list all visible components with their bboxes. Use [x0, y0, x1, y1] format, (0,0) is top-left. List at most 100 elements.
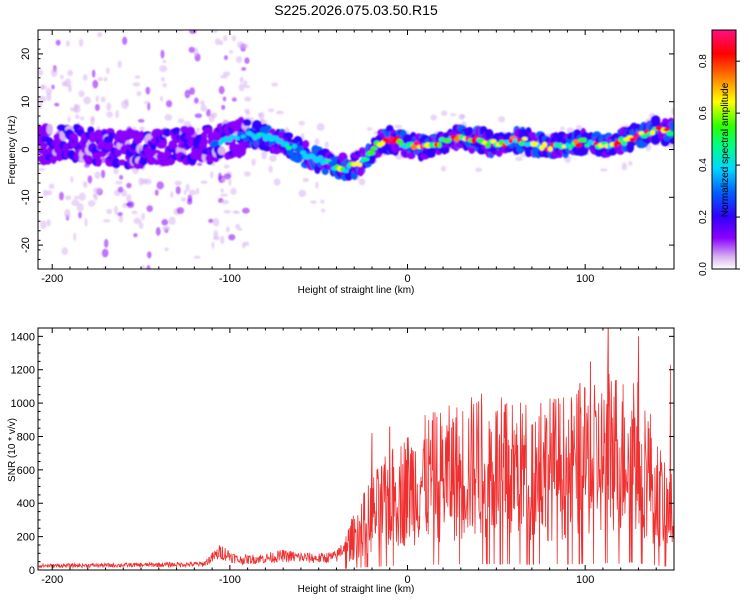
spectrogram-ridge-blob [255, 120, 263, 132]
spectrogram-noise-blob [41, 24, 45, 29]
spectrogram-ridge-blob [217, 146, 226, 156]
spectrogram-noise-blob [97, 77, 104, 81]
spectrogram-ridge-blob [71, 134, 79, 142]
spectrogram-noise-blob [170, 191, 174, 198]
spectrogram-ridge-blob [163, 128, 171, 137]
spectrogram-noise-blob [91, 69, 96, 78]
spectrogram-noise-blob [244, 57, 250, 64]
spectrogram-noise-blob [132, 82, 141, 87]
spectrogram-noise-blob [155, 227, 161, 236]
spectrogram-noise-blob [175, 186, 181, 195]
spectrogram-noise-blob [228, 178, 232, 186]
spectrogram-noise-blob [228, 234, 236, 241]
spectrogram-noise-blob [240, 283, 248, 291]
snr-y-tick-label: 1200 [11, 365, 35, 377]
spectrogram-ridge-blob [205, 153, 215, 164]
spectrogram-noise-blob [55, 39, 61, 46]
spectrogram-noise-blob [117, 60, 122, 69]
spectrogram-noise-blob [269, 154, 277, 162]
spectrogram-ridge-core [573, 139, 579, 145]
spectrogram-noise-blob [126, 182, 132, 189]
spectrogram-noise-blob [187, 198, 193, 205]
spectrogram-noise-blob [101, 286, 105, 289]
spectrogram-noise-blob [498, 116, 506, 123]
spectrogram-noise-blob [373, 130, 379, 135]
spectrogram-noise-blob [160, 49, 165, 59]
spectrogram-noise-blob [92, 193, 97, 198]
spectrogram-ridge-blob [443, 146, 450, 154]
spectrogram-noise-blob [231, 97, 237, 102]
spectrogram-noise-blob [65, 40, 71, 47]
spectrogram-y-tick-label: 0 [20, 146, 32, 152]
spectrogram-noise-blob [310, 200, 317, 204]
spectrogram-noise-blob [178, 30, 182, 31]
spectrogram-noise-blob [228, 49, 233, 54]
spectrogram-noise-blob [243, 116, 252, 121]
spectrogram-noise-blob [90, 115, 95, 122]
spectrogram-ridge-core [291, 143, 298, 150]
spectrogram-ridge-core [485, 142, 491, 149]
spectrogram-noise-blob [122, 36, 128, 45]
spectrogram-ridge-core [367, 150, 375, 156]
spectrogram-noise-blob [197, 26, 200, 29]
spectrogram-noise-blob [244, 96, 252, 102]
spectrogram-noise-blob [298, 189, 307, 198]
spectrogram-noise-blob [200, 180, 208, 185]
spectrogram-noise-blob [223, 55, 228, 61]
spectrogram-ridge-core [370, 146, 378, 151]
spectrogram-noise-blob [258, 112, 263, 117]
spectrogram-noise-blob [440, 165, 446, 172]
spectrogram-noise-blob [67, 84, 72, 93]
spectrogram-noise-blob [48, 183, 55, 190]
spectrogram-noise-blob [160, 77, 165, 82]
colorbar-tick-label: 0.0 [698, 262, 709, 276]
spectrogram-noise-blob [133, 233, 138, 238]
spectrogram-noise-blob [161, 218, 169, 226]
spectrogram-noise-blob [141, 264, 145, 269]
spectrogram-ridge-core [542, 141, 548, 148]
spectrogram-noise-blob [225, 226, 230, 233]
spectrogram-blobs [38, 1, 674, 291]
spectrogram-ridge-core [361, 157, 370, 162]
spectrogram-noise-blob [515, 156, 523, 162]
spectrogram-noise-blob [87, 200, 96, 207]
spectrogram-noise-blob [115, 110, 119, 119]
spectrogram-noise-blob [239, 76, 244, 83]
spectrogram-ridge-core [316, 155, 324, 161]
spectrogram-noise-blob [242, 207, 250, 214]
spectrogram-noise-blob [197, 162, 203, 166]
spectrogram-noise-blob [49, 9, 53, 13]
spectrogram-noise-blob [106, 111, 113, 118]
spectrogram-ridge-blob [238, 140, 248, 152]
spectrogram-noise-blob [38, 102, 43, 109]
spectrogram-noise-blob [115, 180, 123, 185]
spectrogram-noise-blob [42, 189, 48, 197]
spectrogram-noise-blob [212, 217, 220, 227]
spectrogram-noise-blob [268, 165, 273, 173]
spectrogram-noise-blob [560, 126, 565, 131]
spectrogram-noise-blob [145, 1, 151, 5]
spectrogram-noise-blob [100, 96, 106, 103]
spectrogram-noise-blob [67, 69, 74, 77]
snr-y-tick-label: 0 [29, 565, 35, 577]
spectrogram-ridge-core [235, 136, 241, 141]
spectrogram-noise-blob [243, 43, 249, 49]
spectrogram-ridge-core [575, 143, 583, 148]
snr-y-tick-label: 1000 [11, 398, 35, 410]
spectrogram-noise-blob [113, 167, 119, 175]
spectrogram-noise-blob [76, 202, 84, 212]
spectrogram-noise-blob [45, 87, 53, 95]
spectrogram-ridge-core [518, 141, 526, 147]
spectrogram-noise-blob [212, 30, 214, 31]
spectrogram-noise-blob [73, 195, 80, 200]
spectrogram-noise-blob [106, 67, 110, 75]
spectrogram-noise-blob [131, 210, 138, 215]
spectrogram-y-tick-label: 20 [20, 48, 32, 60]
spectrogram-ridge-core [521, 136, 528, 141]
spectrogram-noise-blob [218, 86, 225, 95]
spectrogram-noise-blob [136, 91, 142, 97]
spectrogram-noise-blob [314, 138, 320, 145]
spectrogram-ridge-core [632, 135, 639, 140]
